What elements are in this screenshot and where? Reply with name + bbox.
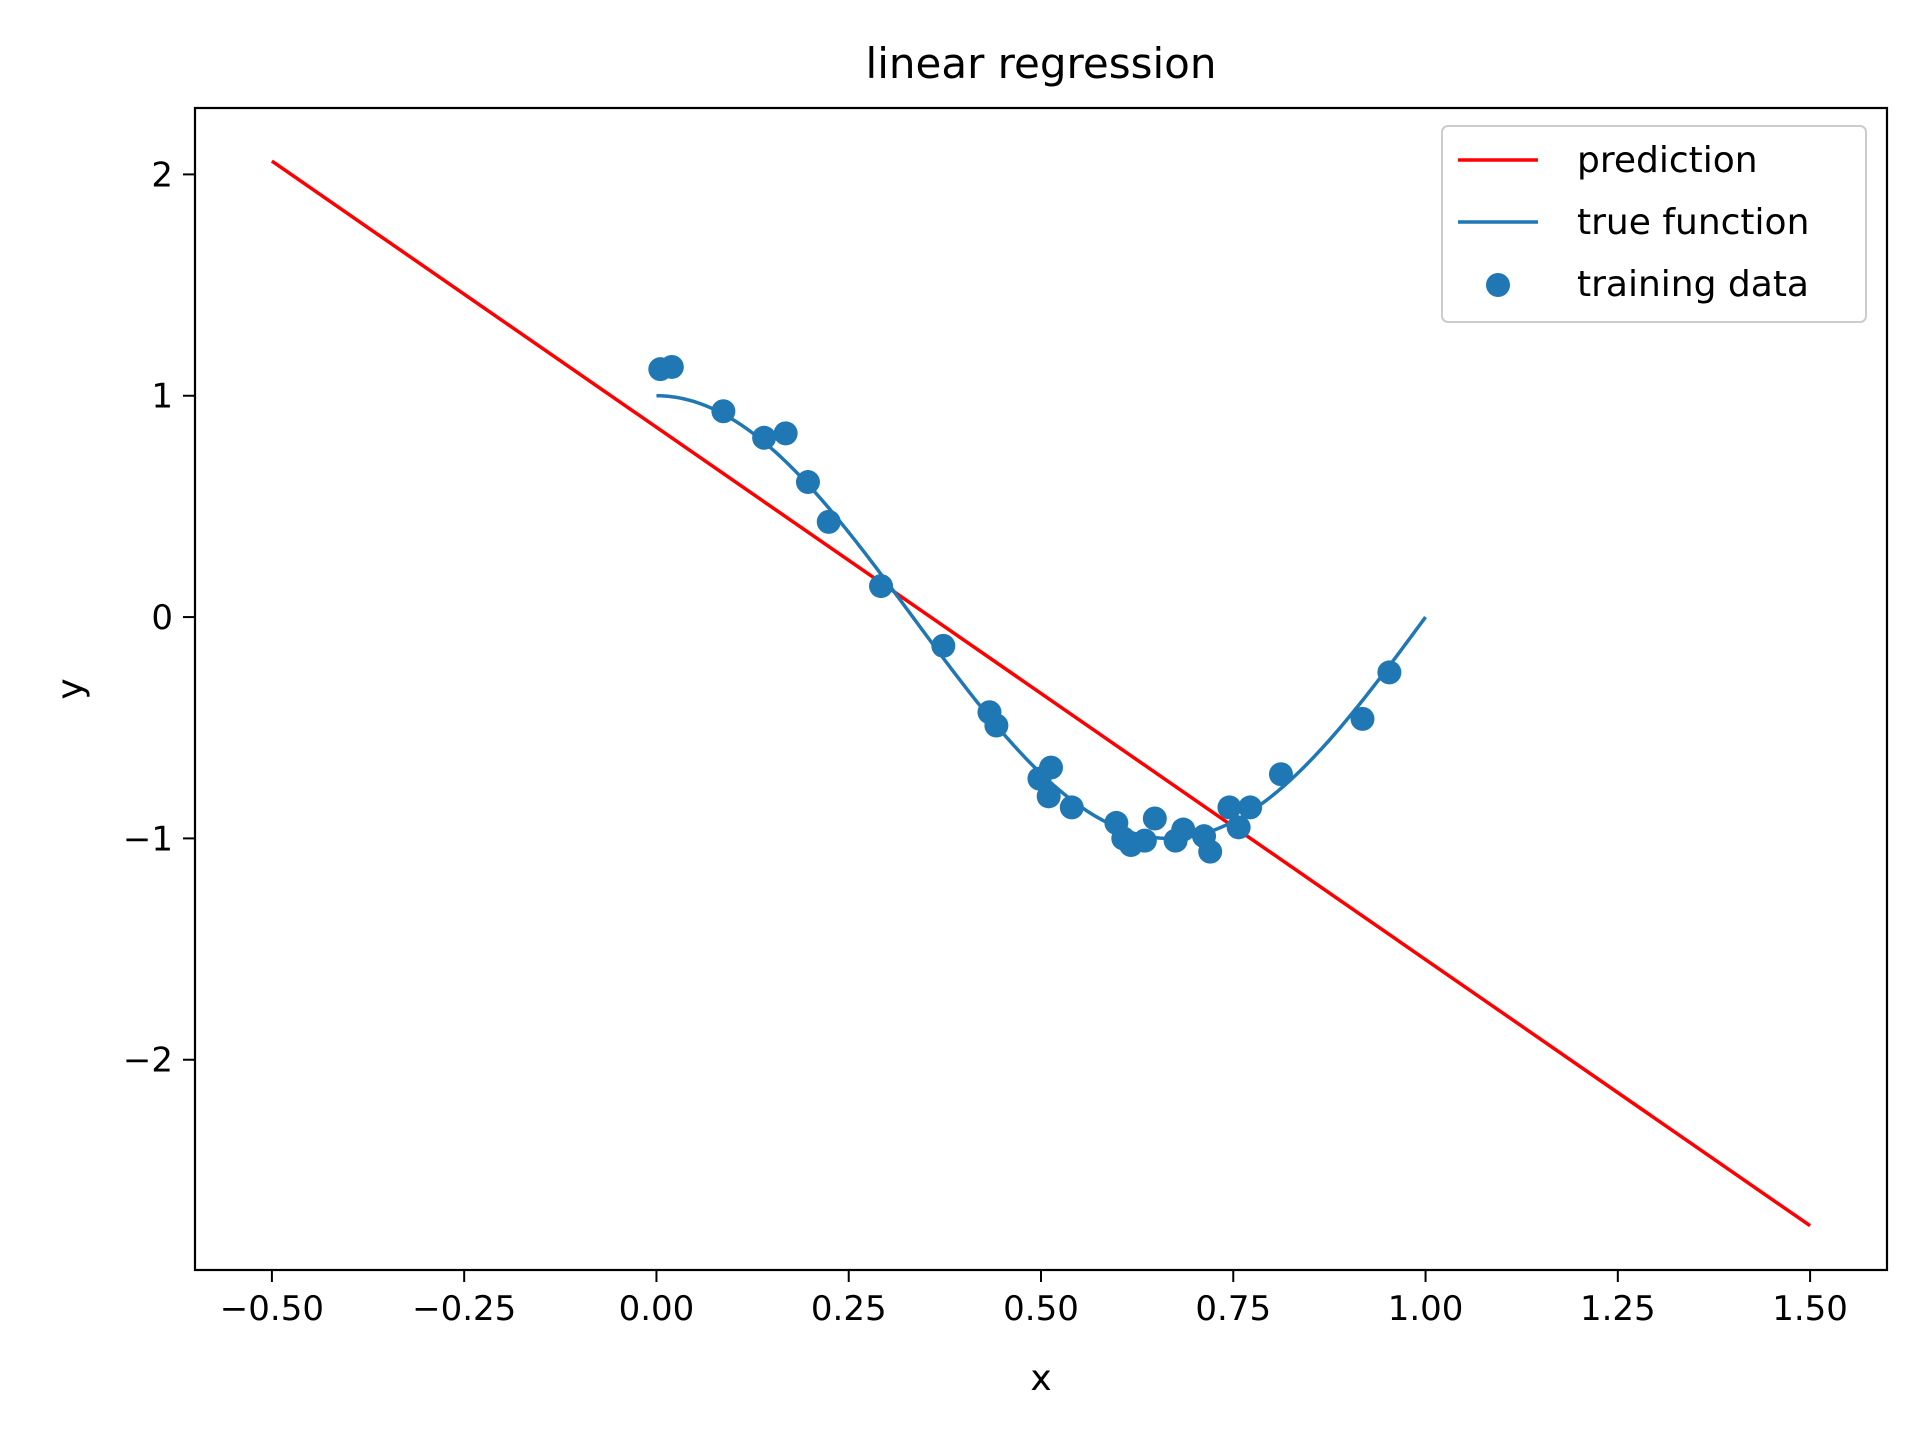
- prediction-line: [270, 159, 1812, 1228]
- y-axis-label: y: [50, 678, 91, 699]
- x-tick-label: −0.25: [412, 1289, 516, 1329]
- training-data-point: [931, 633, 956, 658]
- x-axis: −0.50 −0.25 0.00 0.25 0.50 0.75 1.00 1.25 1.50: [220, 1270, 1848, 1329]
- legend-training-data-label: training data: [1577, 264, 1809, 305]
- y-tick-label: −2: [123, 1041, 173, 1081]
- x-tick-label: 0.75: [1195, 1289, 1271, 1329]
- training-data-point: [869, 574, 894, 599]
- x-tick-label: −0.50: [220, 1289, 324, 1329]
- legend-prediction-label: prediction: [1577, 140, 1758, 181]
- x-tick-label: 1.25: [1580, 1289, 1656, 1329]
- training-data-point: [795, 470, 820, 495]
- x-tick-label: 0.25: [811, 1289, 887, 1329]
- training-data-point: [752, 425, 777, 450]
- y-axis: 2 1 0 −1 −2: [123, 155, 195, 1081]
- training-data-point: [816, 509, 841, 534]
- x-tick-label: 0.00: [619, 1289, 695, 1329]
- training-data-point: [1059, 795, 1084, 820]
- training-data-point: [1036, 784, 1061, 809]
- training-data-point: [1268, 762, 1293, 787]
- training-data-point: [984, 713, 1009, 738]
- legend-true-function-label: true function: [1577, 202, 1809, 243]
- training-data-point: [1142, 806, 1167, 831]
- training-data-point: [1238, 795, 1263, 820]
- training-data-point: [1171, 817, 1196, 842]
- training-data-point: [659, 354, 684, 379]
- training-data-point: [1377, 660, 1402, 685]
- y-tick-label: 1: [151, 377, 173, 417]
- legend: prediction true function training data: [1441, 125, 1867, 323]
- y-tick-label: 0: [151, 598, 173, 638]
- y-tick-label: 2: [151, 155, 173, 195]
- training-data-point: [1217, 795, 1242, 820]
- chart-title: linear regression: [866, 39, 1217, 88]
- training-data-point: [711, 399, 736, 424]
- training-data-point: [1132, 828, 1157, 853]
- x-tick-label: 0.50: [1003, 1289, 1079, 1329]
- y-tick-label: −1: [123, 819, 173, 859]
- training-data-point: [773, 421, 798, 446]
- training-data-point: [1038, 755, 1063, 780]
- x-tick-label: 1.00: [1388, 1289, 1464, 1329]
- training-data-point: [1198, 839, 1223, 864]
- x-tick-label: 1.50: [1772, 1289, 1848, 1329]
- legend-box: [1441, 125, 1867, 323]
- x-axis-label: x: [1030, 1358, 1051, 1399]
- legend-training-data-swatch: [1486, 273, 1510, 297]
- plot-area: [270, 159, 1812, 1228]
- training-data-point: [1226, 815, 1251, 840]
- training-data-point: [1350, 706, 1375, 731]
- plot-marks: [270, 159, 1812, 1228]
